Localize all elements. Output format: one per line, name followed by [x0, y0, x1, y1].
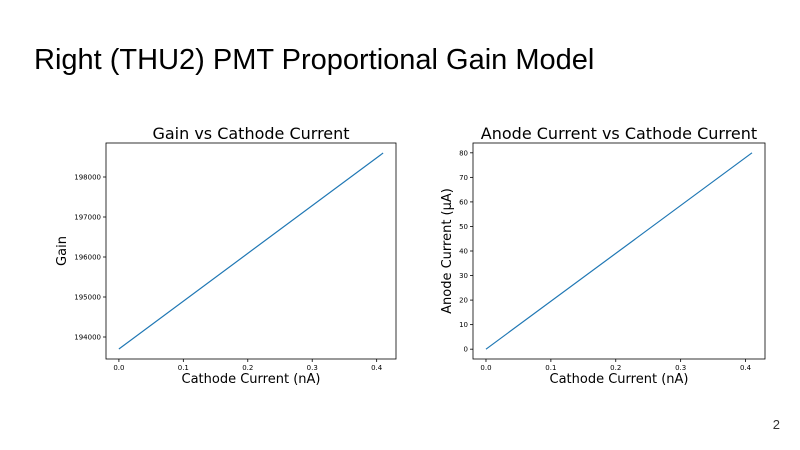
gain-y-tick-label: 197000: [74, 214, 101, 222]
gain-y-tick-label: 195000: [74, 294, 101, 302]
anode-x-tick-label: 0.2: [610, 364, 621, 372]
gain-series-line: [118, 152, 384, 350]
gain-x-tick-label: 0.4: [371, 364, 383, 372]
anode-x-tick-label: 0.4: [740, 364, 752, 372]
gain-y-tick-label: 196000: [74, 254, 101, 262]
slide-title: Right (THU2) PMT Proportional Gain Model: [34, 44, 595, 76]
gain-x-tick-label: 0.1: [178, 364, 189, 372]
anode-y-tick-label: 10: [459, 321, 468, 329]
anode-y-tick-label: 40: [459, 248, 468, 256]
anode-y-tick-label: 0: [464, 346, 468, 354]
anode-chart-title: Anode Current vs Cathode Current: [481, 124, 757, 143]
gain-plot-frame: [105, 142, 397, 360]
anode-x-tick-label: 0.3: [675, 364, 686, 372]
anode-y-axis-label: Anode Current (μA): [440, 188, 455, 314]
anode-x-tick-label: 0.0: [480, 364, 491, 372]
gain-x-tick-label: 0.2: [242, 364, 253, 372]
anode-x-axis-label: Cathode Current (nA): [550, 372, 689, 387]
anode-y-tick-label: 60: [459, 198, 468, 206]
gain-y-tick-label: 198000: [74, 174, 101, 182]
gain-chart-title: Gain vs Cathode Current: [152, 124, 349, 143]
page-number: 2: [772, 417, 780, 432]
gain-y-axis-label: Gain: [55, 236, 70, 266]
anode-y-tick-label: 70: [459, 174, 468, 182]
gain-y-tick-label: 194000: [74, 334, 101, 342]
anode-y-tick-label: 50: [459, 223, 468, 231]
gain-x-tick-label: 0.0: [113, 364, 124, 372]
anode-y-tick-label: 80: [459, 149, 468, 157]
anode-y-tick-label: 20: [459, 297, 468, 305]
anode-x-tick-label: 0.1: [545, 364, 556, 372]
anode-series-line: [485, 152, 753, 350]
gain-x-tick-label: 0.3: [307, 364, 318, 372]
anode-y-tick-label: 30: [459, 272, 468, 280]
gain-x-axis-label: Cathode Current (nA): [182, 372, 321, 387]
